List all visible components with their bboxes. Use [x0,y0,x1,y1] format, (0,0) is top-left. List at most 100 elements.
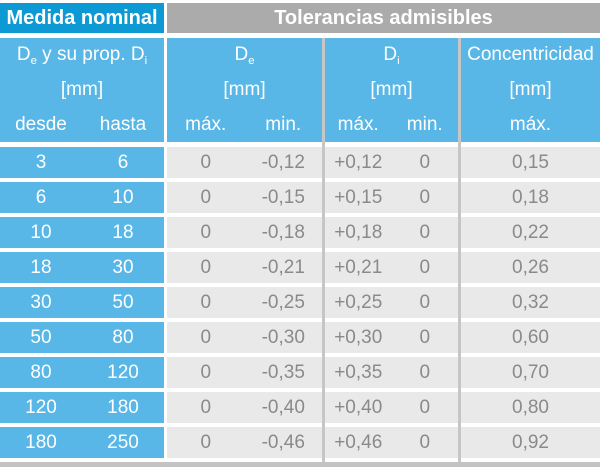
row-di-cell: +0,21 0 [325,252,458,283]
table-row: 30 50 0 -0,25 +0,25 0 0,32 [0,287,600,318]
header-size-group: De y su prop. Di [mm] desde hasta [0,38,164,142]
cell-di-max: +0,40 [334,396,383,418]
row-concentricidad-cell: 0,32 [461,287,600,318]
cell-di-max: +0,18 [334,221,383,243]
cell-di-min: 0 [419,396,431,418]
row-di-cell: +0,40 0 [325,392,458,423]
cell-de-min: -0,35 [261,361,305,383]
cell-concentricidad: 0,70 [512,361,549,383]
row-concentricidad-cell: 0,70 [461,357,600,388]
column-label-conc-max: máx. [509,113,552,135]
cell-hasta: 50 [112,291,134,313]
cell-hasta: 80 [112,326,134,348]
cell-di-max: +0,46 [334,431,383,453]
row-concentricidad-cell: 0,18 [461,182,600,213]
cell-hasta: 250 [107,431,139,453]
row-concentricidad-cell: 0,80 [461,392,600,423]
cell-desde: 50 [30,326,52,348]
concentricidad-unit: [mm] [509,78,552,100]
row-di-cell: +0,25 0 [325,287,458,318]
cell-de-max: 0 [200,291,212,313]
column-label-de-min: min. [265,113,302,135]
cell-concentricidad: 0,22 [512,221,549,243]
table-subheader-row: De y su prop. Di [mm] desde hasta De [mm… [0,38,600,142]
row-size-cell: 50 80 [0,322,164,353]
row-de-cell: 0 -0,12 [167,147,322,178]
cell-desde: 180 [25,431,57,453]
column-label-di-min: min. [406,113,443,135]
row-concentricidad-cell: 0,60 [461,322,600,353]
cell-di-min: 0 [419,256,431,278]
cell-di-min: 0 [419,431,431,453]
column-label-di-max: máx. [337,113,379,135]
row-concentricidad-cell: 0,22 [461,217,600,248]
cell-concentricidad: 0,60 [512,326,549,348]
column-label-de-max: máx. [185,113,227,135]
cell-desde: 30 [30,291,52,313]
row-de-cell: 0 -0,40 [167,392,322,423]
row-size-cell: 80 120 [0,357,164,388]
header-de-group: De [mm] máx. min. [167,38,322,142]
column-label-desde: desde [15,113,67,135]
divider-de-di [322,38,325,462]
size-group-symbols: De y su prop. Di [16,44,148,68]
title-medida-nominal: Medida nominal [0,3,164,33]
cell-de-min: -0,30 [261,326,305,348]
cell-desde: 6 [35,186,47,208]
cell-de-max: 0 [200,396,212,418]
row-di-cell: +0,15 0 [325,182,458,213]
cell-concentricidad: 0,80 [512,396,549,418]
di-group-columns: máx. min. [325,114,458,136]
row-de-cell: 0 -0,30 [167,322,322,353]
divider-di-concentricidad [458,38,461,462]
row-de-cell: 0 -0,46 [167,427,322,458]
cell-di-max: +0,35 [334,361,383,383]
cell-hasta: 10 [112,186,134,208]
table-row: 120 180 0 -0,40 +0,40 0 0,80 [0,392,600,423]
cell-de-max: 0 [200,186,212,208]
cell-hasta: 6 [117,151,129,173]
cell-di-min: 0 [419,186,431,208]
size-group-columns: desde hasta [0,114,164,136]
cell-di-min: 0 [419,291,431,313]
row-concentricidad-cell: 0,92 [461,427,600,458]
cell-de-min: -0,46 [261,431,305,453]
cell-di-min: 0 [419,326,431,348]
cell-desde: 80 [30,361,52,383]
row-di-cell: +0,12 0 [325,147,458,178]
cell-hasta: 18 [112,221,134,243]
cell-concentricidad: 0,32 [512,291,549,313]
cell-di-min: 0 [419,151,431,173]
concentricidad-label: Concentricidad [467,44,594,66]
bottom-strip [0,462,600,467]
cell-de-min: -0,40 [261,396,305,418]
row-de-cell: 0 -0,25 [167,287,322,318]
cell-di-max: +0,12 [334,151,383,173]
size-group-unit: [mm] [60,78,104,100]
table-row: 18 30 0 -0,21 +0,21 0 0,26 [0,252,600,283]
cell-concentricidad: 0,26 [512,256,549,278]
de-group-unit: [mm] [223,78,266,100]
cell-de-min: -0,12 [261,151,305,173]
cell-hasta: 180 [107,396,139,418]
cell-de-min: -0,18 [261,221,305,243]
cell-hasta: 30 [112,256,134,278]
cell-di-max: +0,30 [334,326,383,348]
cell-desde: 120 [25,396,57,418]
cell-de-min: -0,15 [261,186,305,208]
column-label-hasta: hasta [99,113,147,135]
cell-de-max: 0 [200,256,212,278]
table-row: 80 120 0 -0,35 +0,35 0 0,70 [0,357,600,388]
cell-de-max: 0 [200,361,212,383]
cell-de-max: 0 [200,151,212,173]
cell-concentricidad: 0,92 [512,431,549,453]
cell-concentricidad: 0,15 [512,151,549,173]
row-di-cell: +0,30 0 [325,322,458,353]
row-de-cell: 0 -0,15 [167,182,322,213]
row-di-cell: +0,35 0 [325,357,458,388]
cell-di-max: +0,21 [334,256,383,278]
row-size-cell: 10 18 [0,217,164,248]
di-group-symbol: Di [383,44,400,68]
row-concentricidad-cell: 0,26 [461,252,600,283]
